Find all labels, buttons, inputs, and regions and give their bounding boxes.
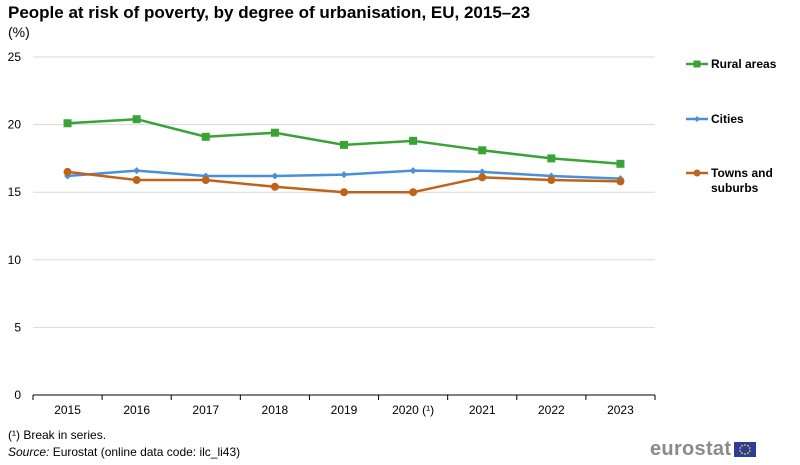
data-point-rural-areas <box>201 132 210 141</box>
data-point-cities <box>478 168 486 176</box>
legend-label-towns-and-suburbs: Towns and suburbs <box>711 166 773 195</box>
data-point-towns-and-suburbs <box>478 173 487 182</box>
source-line: Source: Eurostat (online data code: ilc_… <box>8 445 240 459</box>
x-tick-label: 2015 <box>54 403 81 417</box>
x-tick-label: 2020 (¹) <box>392 403 434 417</box>
x-tick-label: 2019 <box>331 403 358 417</box>
x-tick-label: 2023 <box>607 403 634 417</box>
data-point-towns-and-suburbs <box>547 176 556 185</box>
data-point-towns-and-suburbs <box>63 167 72 176</box>
chart-title: People at risk of poverty, by degree of … <box>8 3 531 22</box>
legend-label-rural-areas: Rural areas <box>711 57 777 71</box>
y-tick-label: 25 <box>8 50 22 64</box>
data-point-rural-areas <box>547 154 556 163</box>
y-tick-label: 5 <box>14 320 21 334</box>
data-point-cities <box>271 172 279 180</box>
x-tick-label: 2022 <box>538 403 565 417</box>
data-point-rural-areas <box>132 115 141 124</box>
data-point-cities <box>409 167 417 175</box>
data-point-rural-areas <box>63 119 72 128</box>
y-tick-label: 0 <box>14 388 21 402</box>
x-tick-label: 2017 <box>192 403 219 417</box>
unit-label: (%) <box>8 24 30 40</box>
eu-flag-icon <box>734 442 757 457</box>
brand-text: eurostat <box>650 438 732 460</box>
data-point-towns-and-suburbs <box>409 188 418 197</box>
x-tick-label: 2021 <box>469 403 496 417</box>
y-tick-label: 15 <box>8 185 22 199</box>
legend-marker-rural-areas <box>693 60 701 68</box>
data-point-rural-areas <box>478 146 487 155</box>
x-tick-label: 2016 <box>123 403 150 417</box>
data-point-towns-and-suburbs <box>270 182 279 191</box>
data-point-towns-and-suburbs <box>340 188 348 197</box>
source-label: Source: <box>8 445 50 459</box>
data-point-towns-and-suburbs <box>132 176 141 185</box>
legend-marker-towns-and-suburbs <box>693 169 701 177</box>
data-point-rural-areas <box>409 136 418 145</box>
data-point-towns-and-suburbs <box>201 176 210 185</box>
footnote: (¹) Break in series. <box>8 428 107 442</box>
eurostat-logo: eurostat <box>650 438 757 461</box>
data-point-rural-areas <box>616 159 625 168</box>
data-point-rural-areas <box>340 140 348 149</box>
y-tick-label: 20 <box>8 118 22 132</box>
data-point-cities <box>340 171 348 179</box>
x-tick-label: 2018 <box>262 403 289 417</box>
data-point-rural-areas <box>270 128 279 137</box>
data-point-towns-and-suburbs <box>616 177 625 186</box>
source-text: Eurostat (online data code: ilc_li43) <box>49 445 241 459</box>
legend-label-cities: Cities <box>711 112 744 126</box>
legend-marker-cities <box>694 116 700 122</box>
y-tick-label: 10 <box>8 253 22 267</box>
data-point-cities <box>133 167 141 175</box>
